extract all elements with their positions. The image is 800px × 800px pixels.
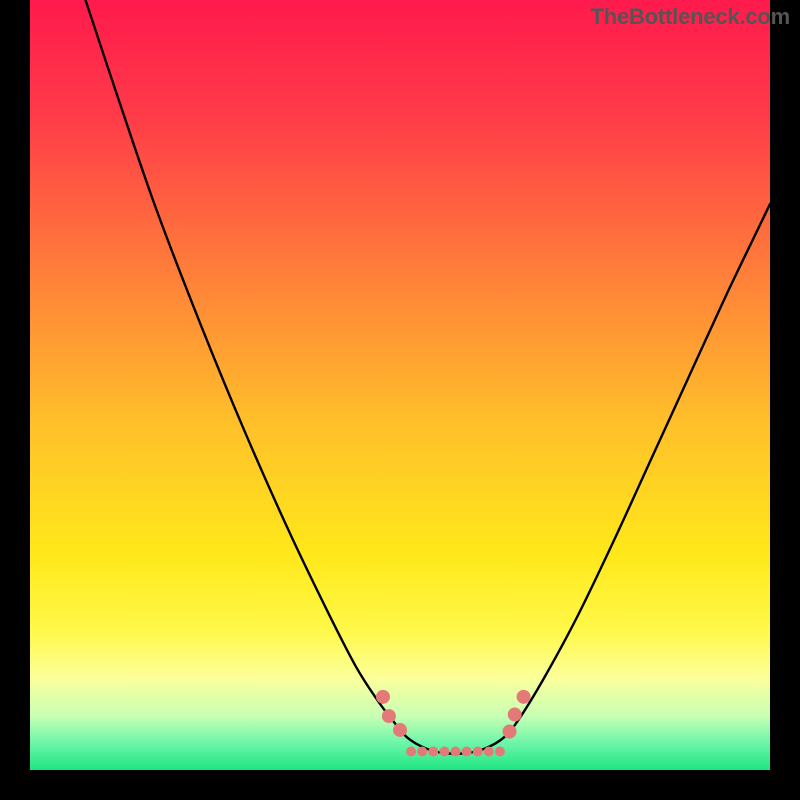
bottleneck-chart bbox=[0, 0, 800, 800]
valley-marker-dot bbox=[517, 690, 531, 704]
valley-marker-dot bbox=[406, 747, 416, 757]
valley-marker-dot bbox=[473, 747, 483, 757]
valley-marker-dot bbox=[451, 747, 461, 757]
valley-marker-dot bbox=[495, 747, 505, 757]
valley-marker-dot bbox=[508, 708, 522, 722]
valley-marker-dot bbox=[376, 690, 390, 704]
valley-marker-dot bbox=[462, 747, 472, 757]
gradient-background bbox=[30, 0, 770, 770]
valley-marker-dot bbox=[428, 747, 438, 757]
valley-marker-dot bbox=[484, 747, 494, 757]
valley-marker-dot bbox=[439, 747, 449, 757]
valley-marker-dot bbox=[393, 723, 407, 737]
chart-root: TheBottleneck.com bbox=[0, 0, 800, 800]
valley-marker-dot bbox=[417, 747, 427, 757]
valley-marker-dot bbox=[503, 725, 517, 739]
valley-marker-dot bbox=[382, 709, 396, 723]
watermark-text: TheBottleneck.com bbox=[590, 4, 790, 30]
